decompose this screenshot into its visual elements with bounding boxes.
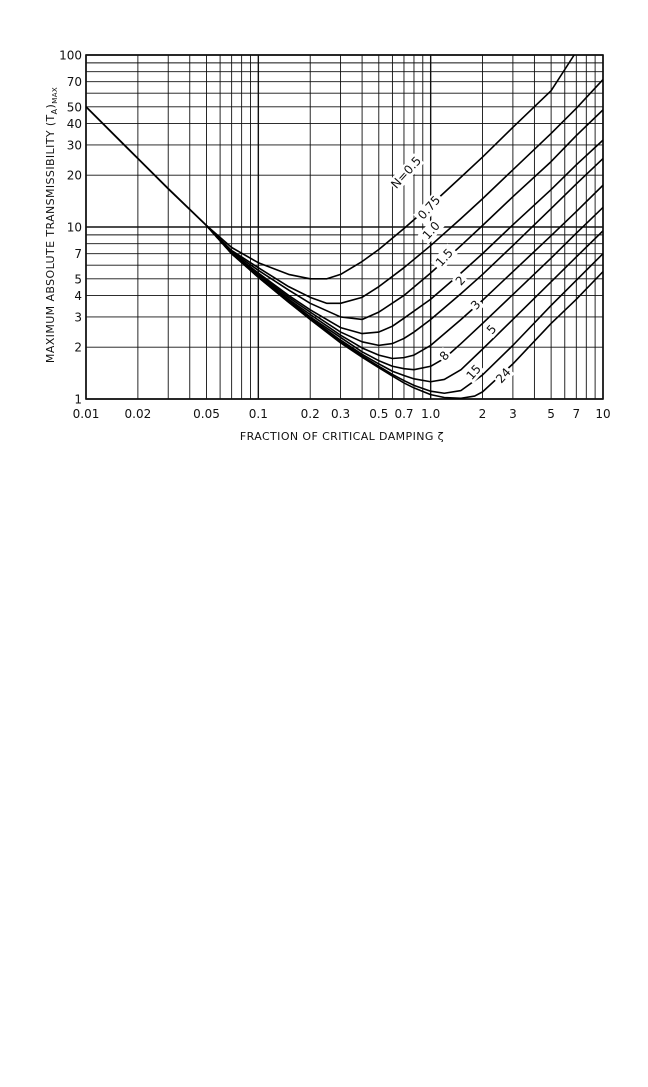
curve-n-0-75 (205, 78, 603, 305)
y-tick-label: 7 (74, 247, 82, 261)
x-tick-label: 5 (547, 407, 555, 421)
x-tick-label: 3 (509, 407, 517, 421)
y-tick-label: 1 (74, 393, 82, 407)
curve-n-n-0-5 (205, 54, 575, 280)
y-axis-label-subscript: MAX (51, 87, 59, 104)
curve-n-1-0 (205, 109, 603, 321)
y-axis-label-main: MAXIMUM ABSOLUTE TRANSMISSIBILITY (T (44, 114, 57, 363)
y-axis-label-tail: ) (44, 104, 57, 109)
curve-label-bg (387, 153, 425, 192)
curve-label-24: 24 (493, 365, 514, 386)
y-tick-label: 20 (67, 169, 82, 183)
curve-label-bg (435, 347, 454, 365)
curve-n-2 (205, 157, 603, 347)
x-tick-label: 0.02 (125, 407, 152, 421)
y-tick-label: 4 (74, 289, 82, 303)
curve-label-bg (462, 360, 485, 384)
curve-common-branch (86, 106, 208, 227)
curve-label-bg (466, 296, 485, 314)
y-tick-label: 5 (74, 272, 82, 286)
svg-text:MAXIMUM ABSOLUTE TRANSMISSIBIL: MAXIMUM ABSOLUTE TRANSMISSIBILITY (TA)MA… (44, 87, 59, 363)
curves (86, 54, 603, 400)
plot-frame (85, 54, 604, 400)
y-axis-label: MAXIMUM ABSOLUTE TRANSMISSIBILITY (TA)MA… (44, 87, 59, 363)
y-tick-label: 50 (67, 100, 82, 114)
x-tick-label: 0.01 (73, 407, 100, 421)
y-tick-label: 70 (67, 75, 82, 89)
x-axis-label: FRACTION OF CRITICAL DAMPING ζ (240, 430, 444, 443)
curve-label-bg (413, 191, 446, 225)
x-tick-label: 2 (479, 407, 487, 421)
y-axis-label-sub: A (50, 108, 59, 114)
x-tick-label: 1.0 (421, 407, 440, 421)
x-tick-label: 7 (572, 407, 580, 421)
curve-label-bg (417, 216, 445, 245)
x-tick-label: 0.05 (193, 407, 220, 421)
curve-n-1-5 (205, 139, 603, 335)
x-tick-label: 10 (595, 407, 610, 421)
curve-label-bg (451, 271, 470, 290)
curve-n-24 (205, 224, 603, 400)
y-tick-label: 2 (74, 341, 82, 355)
grid (85, 54, 604, 400)
y-tick-labels: 1 2 3 4 5 7 10 20 30 40 50 70 100 (59, 49, 82, 407)
y-tick-label: 40 (67, 117, 82, 131)
x-tick-label: 0.7 (394, 407, 413, 421)
x-tick-label: 0.5 (369, 407, 388, 421)
curve-n-8 (205, 224, 603, 383)
y-tick-label: 10 (67, 221, 82, 235)
y-tick-label: 3 (74, 310, 82, 324)
curve-label-bg (492, 364, 515, 387)
x-tick-labels: 0.01 0.02 0.05 0.1 0.2 0.3 0.5 0.7 1.0 2 3 5 7 10 (73, 407, 611, 421)
x-tick-label: 0.1 (249, 407, 268, 421)
curve-label-n-0-5: N=0.5 (388, 154, 424, 192)
y-tick-label: 100 (59, 49, 82, 63)
curve-label-bg (482, 320, 501, 339)
curve-label-bg (430, 243, 458, 272)
x-tick-label: 0.2 (301, 407, 320, 421)
y-tick-label: 30 (67, 138, 82, 152)
x-tick-label: 0.3 (331, 407, 350, 421)
